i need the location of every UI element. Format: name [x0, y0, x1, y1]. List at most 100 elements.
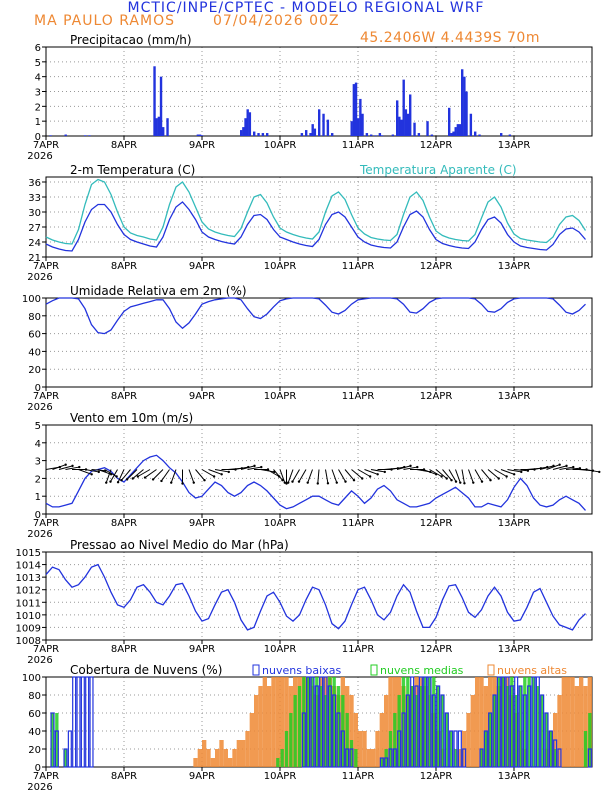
x-tick-label: 11APR: [342, 261, 375, 272]
precip-bar: [465, 91, 468, 136]
x-year-label: 2026: [27, 272, 52, 283]
cloud-high-bar: [466, 713, 471, 767]
y-tick-label: 30: [28, 208, 41, 219]
cloud-high-bar: [275, 677, 280, 767]
x-tick-label: 8APR: [111, 518, 137, 529]
precip-bar: [88, 135, 91, 136]
cloud-high-bar: [561, 677, 566, 767]
cloud-low-bar: [427, 676, 432, 768]
cloud-mid-bar: [583, 731, 588, 767]
panel-title: Pressao ao Nivel Medio do Mar (hPa): [70, 538, 289, 552]
wind-barb-head: [335, 481, 338, 484]
cloud-high-bar: [366, 749, 371, 767]
precip-bar: [398, 116, 401, 136]
wind-barb: [487, 469, 500, 479]
wind-barb: [429, 469, 442, 477]
precip-bar: [155, 118, 158, 136]
wind-barb: [513, 469, 528, 472]
precip-bar: [305, 130, 308, 136]
wind-barb-head: [344, 480, 347, 483]
wind-barb: [455, 469, 461, 483]
wind-barb-head: [136, 475, 140, 478]
cloud-mid-bar: [336, 686, 341, 767]
wind-barb: [279, 469, 286, 483]
cloud-low-bar: [431, 694, 436, 768]
wind-barb: [338, 469, 346, 482]
wind-barb: [65, 466, 80, 470]
cloud-low-bar: [401, 712, 406, 768]
x-tick-label: 13APR: [498, 140, 531, 151]
cloud-high-bar: [375, 731, 380, 767]
legend-mid-text: nuvens medias: [380, 664, 464, 677]
y-tick-label: 60: [28, 330, 41, 341]
wind-barb-head: [598, 470, 601, 474]
precip-bar: [456, 124, 460, 136]
y-tick-label: 3: [35, 457, 41, 468]
precip-bar: [409, 94, 412, 136]
cloud-mid-bar: [419, 686, 423, 767]
precip-bar: [361, 113, 364, 136]
precip-bar: [318, 109, 321, 136]
wind-barb-head: [143, 476, 147, 479]
x-tick-label: 11APR: [342, 771, 375, 782]
precip-bar: [153, 66, 156, 136]
wind-barb: [390, 466, 405, 470]
cloud-high-bar: [267, 686, 272, 767]
wind-barb: [266, 469, 280, 477]
cloud-low-bar: [80, 676, 85, 768]
precip-bar: [352, 84, 356, 136]
precip-bar: [365, 133, 369, 136]
cloud-mid-bar: [479, 749, 484, 767]
wind-barb-head: [203, 479, 206, 482]
precip-bar: [396, 100, 399, 136]
cloud-low-bar: [323, 676, 328, 768]
wind-barb-head: [454, 480, 458, 483]
cloud-low-bar: [349, 748, 354, 768]
wind-barb-head: [160, 479, 163, 483]
precip-bar: [454, 127, 457, 136]
series-line: [45, 454, 586, 511]
cloud-high-bar: [371, 749, 376, 767]
precip-bar: [157, 116, 161, 136]
cloud-mid-bar: [293, 695, 297, 767]
cloud-high-bar: [206, 749, 211, 767]
precip-bar: [49, 135, 52, 136]
cloud-high-bar: [232, 749, 237, 767]
wind-barb: [188, 469, 195, 483]
cloud-high-bar: [384, 695, 389, 767]
cloud-low-bar: [436, 685, 441, 768]
y-tick-label: 100: [22, 673, 41, 684]
cloud-mid-bar: [393, 713, 397, 767]
y-tick-label: 1012: [16, 586, 41, 597]
cloud-low-bar: [522, 694, 527, 768]
precip-bar: [402, 79, 405, 136]
cloud-mid-bar: [349, 740, 354, 767]
y-tick-label: 1014: [16, 561, 41, 572]
cloud-mid-bar: [445, 713, 449, 767]
precip-bar: [426, 121, 429, 136]
precip-bar: [391, 134, 395, 136]
wind-barb: [260, 469, 275, 473]
cloud-low-bar: [67, 730, 72, 768]
x-tick-label: 7APR: [33, 140, 59, 151]
wind-barb: [234, 466, 249, 470]
wind-barb-head: [440, 475, 443, 478]
cloud-low-bar: [553, 739, 558, 768]
cloud-mid-bar: [289, 713, 293, 767]
cloud-mid-bar: [531, 677, 536, 767]
x-tick-label: 12APR: [420, 140, 453, 151]
cloud-low-bar: [496, 676, 501, 768]
cloud-mid-bar: [345, 713, 349, 767]
precip-bar: [370, 134, 373, 136]
cloud-high-bar: [349, 695, 354, 767]
wind-barb-head: [526, 469, 530, 472]
cloud-low-bar: [85, 676, 90, 768]
y-tick-label: 100: [22, 294, 41, 305]
wind-barb-head: [291, 480, 294, 483]
cloud-low-bar: [345, 748, 350, 768]
cloud-mid-bar: [544, 713, 549, 767]
x-year-label: 2026: [27, 529, 52, 540]
cloud-high-bar: [284, 677, 289, 767]
y-tick-label: 20: [28, 745, 41, 756]
cloud-high-bar: [202, 740, 207, 767]
